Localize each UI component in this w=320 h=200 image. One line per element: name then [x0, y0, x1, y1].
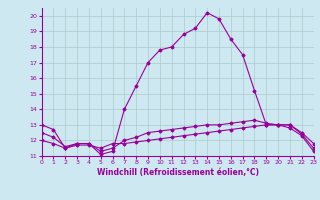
- X-axis label: Windchill (Refroidissement éolien,°C): Windchill (Refroidissement éolien,°C): [97, 168, 259, 177]
